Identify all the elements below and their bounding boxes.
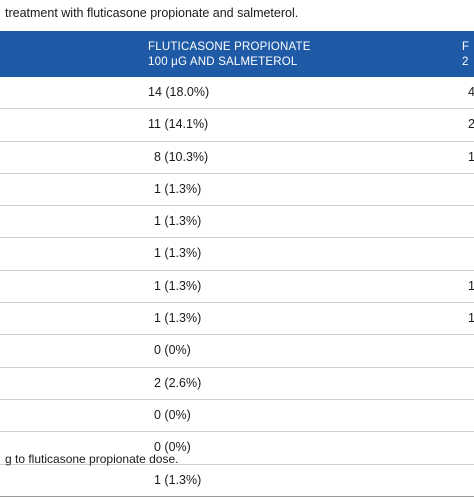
table-footnote: g to fluticasone propionate dose. [5, 452, 179, 466]
table-cell-next: 1 [468, 278, 474, 293]
table-cell-value: 0 (0%) [154, 343, 191, 358]
table-row: 0 (0%) [0, 432, 474, 465]
table-caption: treatment with fluticasone propionate an… [5, 6, 299, 20]
table-row: 1 (1.3%) 1 [0, 303, 474, 336]
table-cell-next: 2 [468, 117, 474, 132]
table-cell-value: 0 (0%) [154, 407, 191, 422]
table-cell-value: 1 (1.3%) [154, 278, 202, 293]
column-header-fluticasone-100: FLUTICASONE PROPIONATE 100 μG AND SALMET… [148, 40, 311, 70]
table-cell-value: 1 (1.3%) [154, 181, 202, 196]
table-row: 1 (1.3%) [0, 206, 474, 239]
table-header: FLUTICASONE PROPIONATE 100 μG AND SALMET… [0, 31, 474, 77]
table-cell-value: 14 (18.0%) [148, 85, 210, 99]
table-body: 14 (18.0%) 4 11 (14.1%) 2 8 (10.3%) 1 1 (1.… [0, 77, 474, 497]
table-cell-value: 1 (1.3%) [154, 246, 202, 261]
table-cell-next: 4 [468, 85, 474, 99]
column-header-line2: 100 μG AND SALMETEROL [148, 56, 298, 68]
table-cell-value: 11 (14.1%) [148, 117, 209, 132]
table-cell-value: 1 (1.3%) [154, 311, 202, 326]
table-cell-value: 1 (1.3%) [154, 472, 202, 487]
column-header-next-line1: F [462, 41, 470, 53]
table-row: 2 (2.6%) [0, 368, 474, 400]
table-row: 11 (14.1%) 2 [0, 109, 474, 142]
column-header-next-truncated: F 2 [462, 40, 469, 70]
column-header-line1: FLUTICASONE PROPIONATE [148, 41, 311, 53]
table-cell-value: 8 (10.3%) [154, 149, 209, 164]
column-header-next-line2: 2 [462, 56, 469, 68]
table-row: 1 (1.3%) [0, 238, 474, 271]
table-row: 8 (10.3%) 1 [0, 142, 474, 174]
table-cell-next: 1 [468, 311, 474, 326]
table-cell-value: 2 (2.6%) [154, 375, 202, 390]
table-cell-value: 0 (0%) [154, 440, 191, 455]
table-row: 1 (1.3%) [0, 174, 474, 207]
table-cell-next: 1 [468, 149, 474, 164]
table-row: 0 (0%) [0, 400, 474, 433]
table-row: 1 (1.3%) 1 [0, 271, 474, 304]
table-cell-value: 1 (1.3%) [154, 214, 202, 229]
table-row: 1 (1.3%) [0, 465, 474, 497]
table-row: 14 (18.0%) 4 [0, 77, 474, 110]
table-row: 0 (0%) [0, 335, 474, 368]
